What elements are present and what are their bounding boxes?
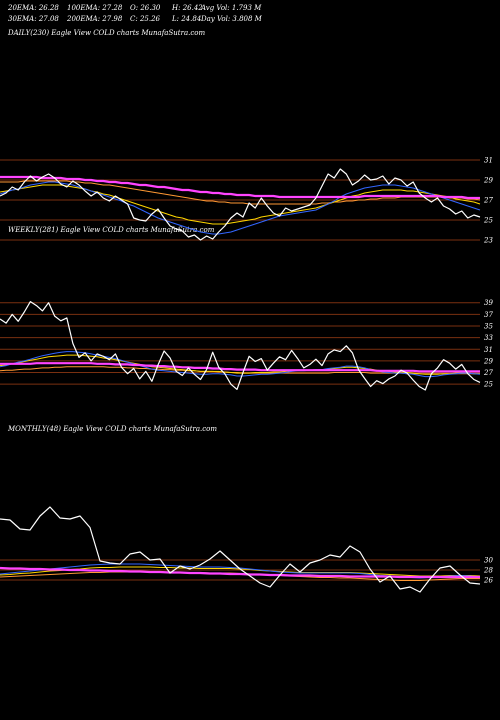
daily-y-tick-label: 31 (484, 157, 493, 165)
ema100-readout: 100EMA: 27.28 (67, 4, 123, 12)
avg-vol-readout: Avg Vol: 1.793 M (201, 4, 262, 12)
monthly-ema200-line (0, 566, 480, 579)
ema30-readout: 30EMA: 27.08 (8, 15, 59, 23)
monthly-chart-label: MONTHLY(48) Eagle View COLD charts Munaf… (8, 425, 218, 433)
weekly-ema20-line (0, 351, 481, 378)
monthly-price-line (0, 506, 481, 593)
daily-ema200-line (0, 175, 480, 200)
low-readout: L: 24.84 (172, 15, 202, 23)
weekly-y-tick-label: 31 (484, 346, 493, 354)
weekly-y-tick-label: 25 (483, 381, 493, 389)
weekly-y-tick-label: 29 (483, 357, 493, 365)
day-vol-readout: Day Vol: 3.808 M (201, 15, 262, 23)
monthly-chart: 30 28 26 (0, 506, 493, 593)
daily-chart-label: DAILY(230) Eagle View COLD charts Munafa… (8, 29, 206, 37)
close-readout: C: 25.26 (130, 15, 160, 23)
daily-y-tick-label: 29 (483, 177, 493, 185)
daily-ema30-line (0, 184, 481, 225)
weekly-y-tick-label: 39 (484, 299, 493, 307)
high-readout: H: 26.42 (172, 4, 203, 12)
ema20-readout: 20EMA: 26.28 (8, 4, 59, 12)
monthly-y-tick-label: 28 (483, 567, 493, 575)
open-readout: O: 26.30 (130, 4, 161, 12)
daily-ema100-line (0, 180, 481, 205)
weekly-ema200-line (0, 362, 480, 373)
daily-price-line (0, 168, 481, 241)
weekly-ema30-line (0, 354, 480, 375)
monthly-y-tick-label: 26 (483, 577, 493, 585)
weekly-chart: 39 37 35 33 31 29 27 25 (0, 299, 493, 391)
daily-ema20-line (0, 181, 481, 235)
daily-chart: 31 29 27 25 23 (0, 157, 493, 245)
monthly-y-tick-label: 30 (484, 557, 493, 565)
weekly-y-tick-label: 35 (484, 323, 493, 331)
weekly-y-tick-label: 37 (484, 311, 493, 319)
daily-y-tick-label: 27 (483, 197, 493, 205)
weekly-y-tick-label: 33 (484, 334, 493, 342)
daily-y-tick-label: 23 (483, 237, 493, 245)
weekly-y-tick-label: 27 (483, 369, 493, 377)
weekly-chart-label: WEEKLY(281) Eagle View COLD charts Munaf… (8, 226, 215, 234)
daily-y-tick-label: 25 (483, 217, 493, 225)
weekly-price-line (0, 301, 481, 391)
ema200-readout: 200EMA: 27.98 (67, 15, 123, 23)
